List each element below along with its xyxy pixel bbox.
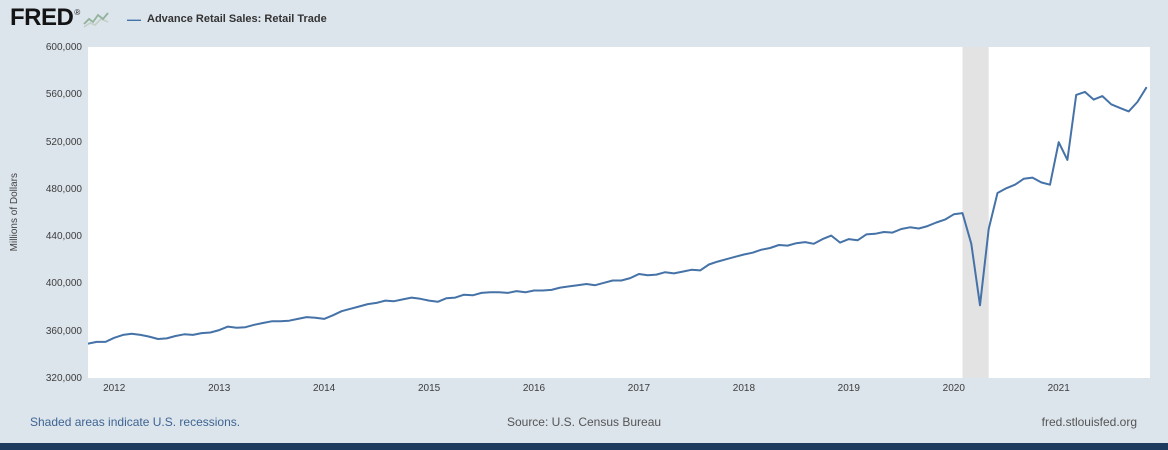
chart-footer: Shaded areas indicate U.S. recessions. S… xyxy=(0,415,1168,435)
x-tick-label: 2016 xyxy=(522,383,546,394)
y-tick-label: 440,000 xyxy=(45,231,82,243)
x-tick-label: 2014 xyxy=(312,383,336,394)
recession-note-link[interactable]: Shaded areas indicate U.S. recessions. xyxy=(30,415,241,429)
fred-logo-text: FRED xyxy=(10,4,74,31)
x-tick-label: 2018 xyxy=(732,383,756,394)
legend-series-label[interactable]: Advance Retail Sales: Retail Trade xyxy=(147,13,327,25)
legend-line-swatch: — xyxy=(127,11,141,27)
y-axis-tick-labels: 600,000 560,000 520,000 480,000 440,000 400,0… xyxy=(0,42,82,384)
x-tick-label: 2015 xyxy=(417,383,441,394)
y-tick-label: 320,000 xyxy=(45,373,82,384)
x-tick-label: 2013 xyxy=(208,383,231,394)
source-text: Source: U.S. Census Bureau xyxy=(506,415,662,429)
x-tick-label: 2020 xyxy=(942,383,965,394)
x-tick-label: 2012 xyxy=(103,383,126,394)
series-line xyxy=(88,86,1148,345)
y-tick-label: 360,000 xyxy=(45,325,82,337)
x-tick-label: 2021 xyxy=(1047,383,1070,394)
recession-band xyxy=(962,47,989,378)
y-tick-label: 400,000 xyxy=(45,278,82,290)
y-tick-label: 600,000 xyxy=(45,42,82,53)
x-tick-label: 2019 xyxy=(837,383,860,394)
bottom-navy-bar xyxy=(0,443,1168,450)
legend: — Advance Retail Sales: Retail Trade xyxy=(127,11,327,27)
x-tick-label: 2017 xyxy=(627,383,651,394)
registered-trademark: ® xyxy=(74,8,81,17)
y-tick-label: 560,000 xyxy=(45,89,82,101)
fred-url-link[interactable]: fred.stlouisfed.org xyxy=(1041,415,1137,429)
plot-area[interactable] xyxy=(88,47,1150,378)
y-tick-label: 480,000 xyxy=(45,183,82,195)
fred-logo[interactable]: FRED ® xyxy=(10,5,109,31)
x-axis-tick-labels: 2012 2013 2014 2015 2016 2017 2018 2019 2020 2021 xyxy=(88,383,1150,397)
fred-logo-sparkline-icon xyxy=(83,12,109,28)
y-tick-label: 520,000 xyxy=(45,136,82,148)
chart-canvas[interactable] xyxy=(88,47,1150,378)
